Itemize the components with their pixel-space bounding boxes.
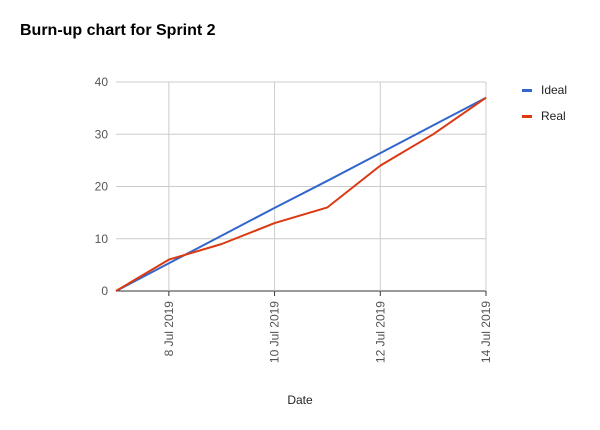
y-tick-label: 30 bbox=[95, 127, 109, 141]
legend-swatch-ideal bbox=[522, 89, 532, 92]
legend-layer: Ideal Real bbox=[522, 83, 567, 123]
x-tick-label: 14 Jul 2019 bbox=[479, 301, 493, 363]
legend-swatch-real bbox=[522, 115, 532, 118]
x-tick-label: 10 Jul 2019 bbox=[268, 301, 282, 363]
series-layer bbox=[115, 96, 487, 292]
y-tick-label: 40 bbox=[95, 75, 109, 89]
legend-label-ideal: Ideal bbox=[541, 83, 567, 97]
x-tick-label: 8 Jul 2019 bbox=[162, 301, 176, 357]
axis-layer: 0 10 20 30 40 8 Jul 2019 10 Jul 2019 12 Jul 201… bbox=[95, 75, 493, 363]
chart-title: Burn-up chart for Sprint 2 bbox=[20, 22, 216, 39]
grid-layer bbox=[116, 81, 487, 292]
y-tick-label: 0 bbox=[101, 284, 108, 298]
y-tick-label: 10 bbox=[95, 232, 109, 246]
x-axis-label: Date bbox=[287, 393, 313, 407]
y-tick-label: 20 bbox=[95, 180, 109, 194]
legend-label-real: Real bbox=[541, 109, 566, 123]
series-line-real bbox=[115, 96, 487, 292]
x-tick-label: 12 Jul 2019 bbox=[373, 301, 387, 363]
series-line-ideal bbox=[115, 96, 487, 292]
